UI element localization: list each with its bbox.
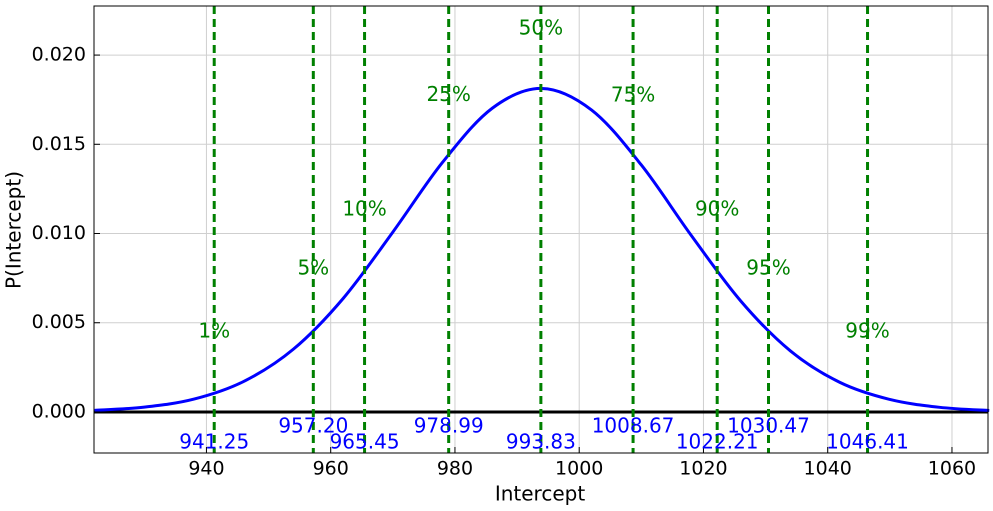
percentile-label: 90% [695, 196, 739, 220]
plot-frame [93, 5, 989, 454]
x-axis-label: Intercept [495, 482, 586, 506]
percentile-label: 10% [342, 196, 386, 220]
x-tick-label: 940 [188, 458, 224, 480]
percentile-label: 99% [845, 318, 889, 342]
y-tick-label: 0.000 [32, 400, 86, 422]
percentile-label: 75% [611, 82, 655, 106]
quantile-label: 941.25 [179, 430, 249, 454]
percentile-label: 50% [519, 15, 563, 39]
quantile-label: 993.83 [506, 430, 576, 454]
percentile-label: 1% [198, 318, 230, 342]
x-tick-label: 960 [313, 458, 349, 480]
percentile-label: 5% [297, 255, 329, 279]
x-tick-label: 1020 [679, 458, 727, 480]
y-tick-label: 0.015 [32, 133, 86, 155]
quantile-label: 1008.67 [592, 414, 675, 438]
y-tick-label: 0.020 [32, 44, 86, 66]
percentile-label: 95% [746, 255, 790, 279]
x-tick-label: 1060 [928, 458, 976, 480]
y-tick-label: 0.010 [32, 222, 86, 244]
y-axis-label: P(Intercept) [2, 171, 26, 289]
quantile-label: 1046.41 [826, 430, 909, 454]
quantile-label: 978.99 [414, 414, 484, 438]
quantile-label: 1022.21 [676, 430, 759, 454]
x-tick-label: 980 [437, 458, 473, 480]
y-tick-label: 0.005 [32, 311, 86, 333]
quantile-label: 1030.47 [727, 414, 810, 438]
quantile-label: 957.20 [278, 414, 348, 438]
x-tick-label: 1040 [804, 458, 852, 480]
percentile-label: 25% [426, 82, 470, 106]
x-tick-label: 1000 [555, 458, 603, 480]
quantile-label: 965.45 [330, 430, 400, 454]
